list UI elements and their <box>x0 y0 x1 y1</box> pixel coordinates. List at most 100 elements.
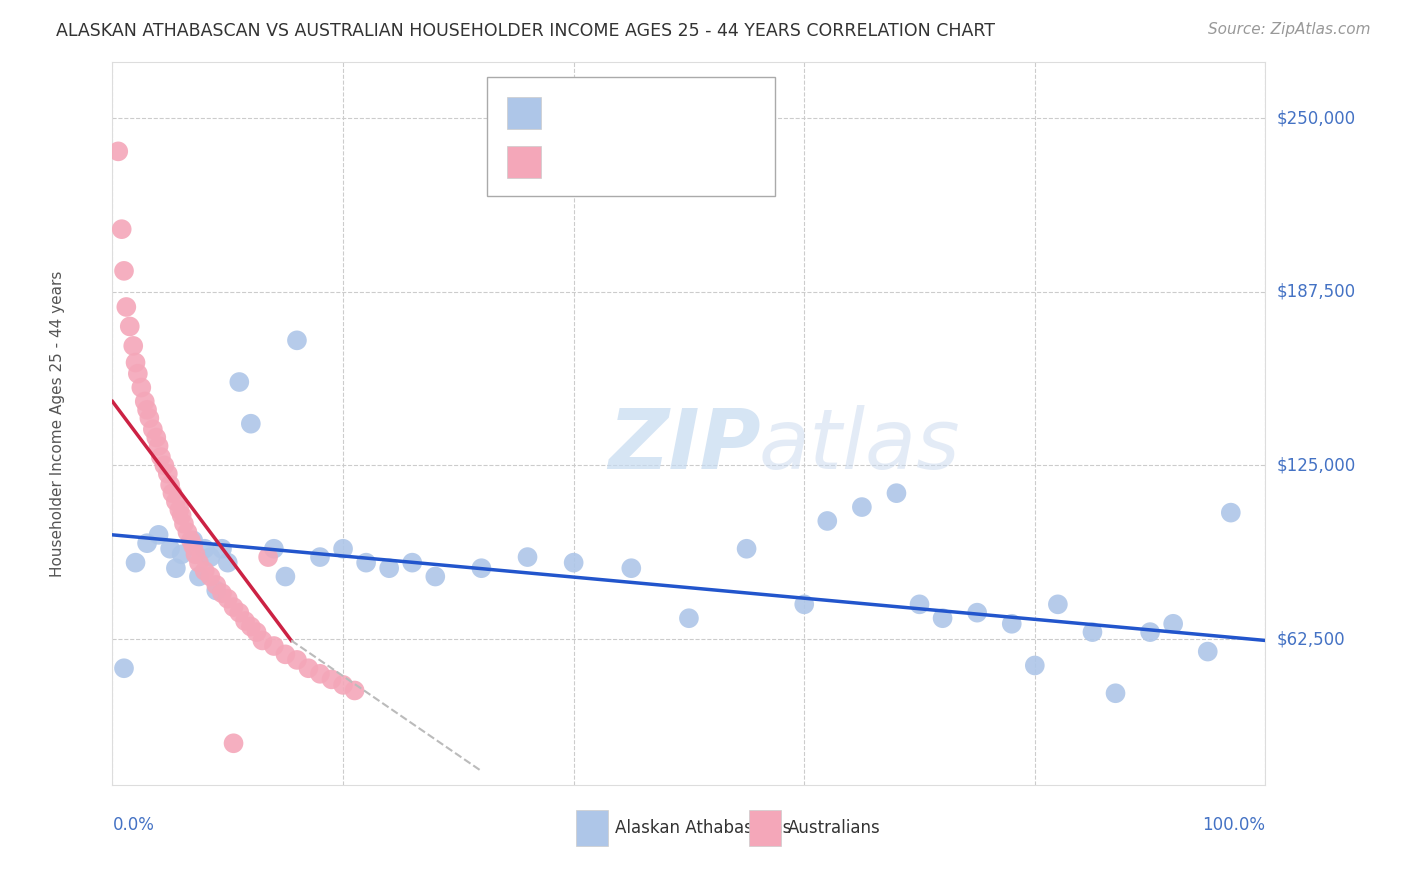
Point <box>1104 686 1126 700</box>
Point <box>228 606 250 620</box>
Point <box>908 598 931 612</box>
Point <box>200 569 222 583</box>
Text: Householder Income Ages 25 - 44 years: Householder Income Ages 25 - 44 years <box>49 270 65 577</box>
Point <box>153 458 176 473</box>
Text: Source: ZipAtlas.com: Source: ZipAtlas.com <box>1208 22 1371 37</box>
Point <box>1219 506 1241 520</box>
Point <box>148 439 170 453</box>
Point <box>170 508 193 523</box>
FancyBboxPatch shape <box>506 146 541 178</box>
Point <box>233 614 256 628</box>
Point <box>274 648 297 662</box>
Point <box>309 550 332 565</box>
Point <box>1139 625 1161 640</box>
FancyBboxPatch shape <box>488 77 776 196</box>
Point <box>252 633 274 648</box>
Point <box>205 578 228 592</box>
Point <box>217 556 239 570</box>
Point <box>228 375 250 389</box>
Text: N = 50: N = 50 <box>672 153 734 171</box>
Point <box>263 541 285 556</box>
Point <box>107 145 129 159</box>
Point <box>263 639 285 653</box>
Text: Alaskan Athabascans: Alaskan Athabascans <box>616 820 792 838</box>
Point <box>321 673 343 687</box>
Point <box>124 355 146 369</box>
Point <box>162 486 184 500</box>
Point <box>111 222 134 236</box>
Point <box>620 561 643 575</box>
Point <box>124 556 146 570</box>
Point <box>181 539 204 553</box>
Point <box>170 547 193 561</box>
Point <box>122 339 145 353</box>
Point <box>274 569 297 583</box>
Point <box>188 556 211 570</box>
Text: N = 47: N = 47 <box>672 104 734 122</box>
Point <box>205 583 228 598</box>
Text: 100.0%: 100.0% <box>1202 815 1265 833</box>
Point <box>378 561 401 575</box>
Point <box>188 569 211 583</box>
Point <box>332 678 354 692</box>
Point <box>118 319 141 334</box>
Point <box>194 541 217 556</box>
Point <box>285 334 308 348</box>
FancyBboxPatch shape <box>506 97 541 129</box>
Point <box>222 600 245 615</box>
Point <box>1024 658 1046 673</box>
Point <box>169 503 191 517</box>
Point <box>297 661 319 675</box>
Text: ZIP: ZIP <box>609 405 761 486</box>
Text: R = -0.305: R = -0.305 <box>553 104 651 122</box>
Text: $187,500: $187,500 <box>1277 283 1355 301</box>
Point <box>851 500 873 514</box>
Point <box>159 541 181 556</box>
Point <box>148 528 170 542</box>
Point <box>239 417 262 431</box>
Point <box>222 736 245 750</box>
Point <box>1161 616 1184 631</box>
Text: ALASKAN ATHABASCAN VS AUSTRALIAN HOUSEHOLDER INCOME AGES 25 - 44 YEARS CORRELATI: ALASKAN ATHABASCAN VS AUSTRALIAN HOUSEHO… <box>56 22 995 40</box>
Point <box>793 598 815 612</box>
Point <box>931 611 953 625</box>
Point <box>165 561 187 575</box>
Point <box>129 380 153 394</box>
Point <box>142 422 165 436</box>
Point <box>112 264 135 278</box>
Text: Australians: Australians <box>789 820 880 838</box>
Point <box>200 550 222 565</box>
Point <box>159 478 181 492</box>
Point <box>246 625 269 640</box>
Point <box>562 556 585 570</box>
Point <box>332 541 354 556</box>
Text: $62,500: $62,500 <box>1277 630 1346 648</box>
Point <box>134 394 156 409</box>
Point <box>138 411 160 425</box>
Text: $250,000: $250,000 <box>1277 109 1355 127</box>
Point <box>516 550 538 565</box>
Point <box>886 486 908 500</box>
Point <box>815 514 838 528</box>
Point <box>217 591 239 606</box>
Text: atlas: atlas <box>758 405 960 486</box>
Point <box>194 564 217 578</box>
Text: R = -0.360: R = -0.360 <box>553 153 651 171</box>
Point <box>1046 598 1069 612</box>
Point <box>211 541 233 556</box>
Point <box>285 653 308 667</box>
FancyBboxPatch shape <box>749 810 782 847</box>
Point <box>343 683 366 698</box>
Point <box>115 300 138 314</box>
Point <box>257 550 280 565</box>
Point <box>211 586 233 600</box>
Point <box>145 431 167 445</box>
Text: 0.0%: 0.0% <box>112 815 155 833</box>
Point <box>1001 616 1024 631</box>
Point <box>401 556 423 570</box>
Point <box>127 367 149 381</box>
Point <box>470 561 492 575</box>
Point <box>156 467 179 481</box>
Point <box>184 547 207 561</box>
Point <box>136 402 159 417</box>
